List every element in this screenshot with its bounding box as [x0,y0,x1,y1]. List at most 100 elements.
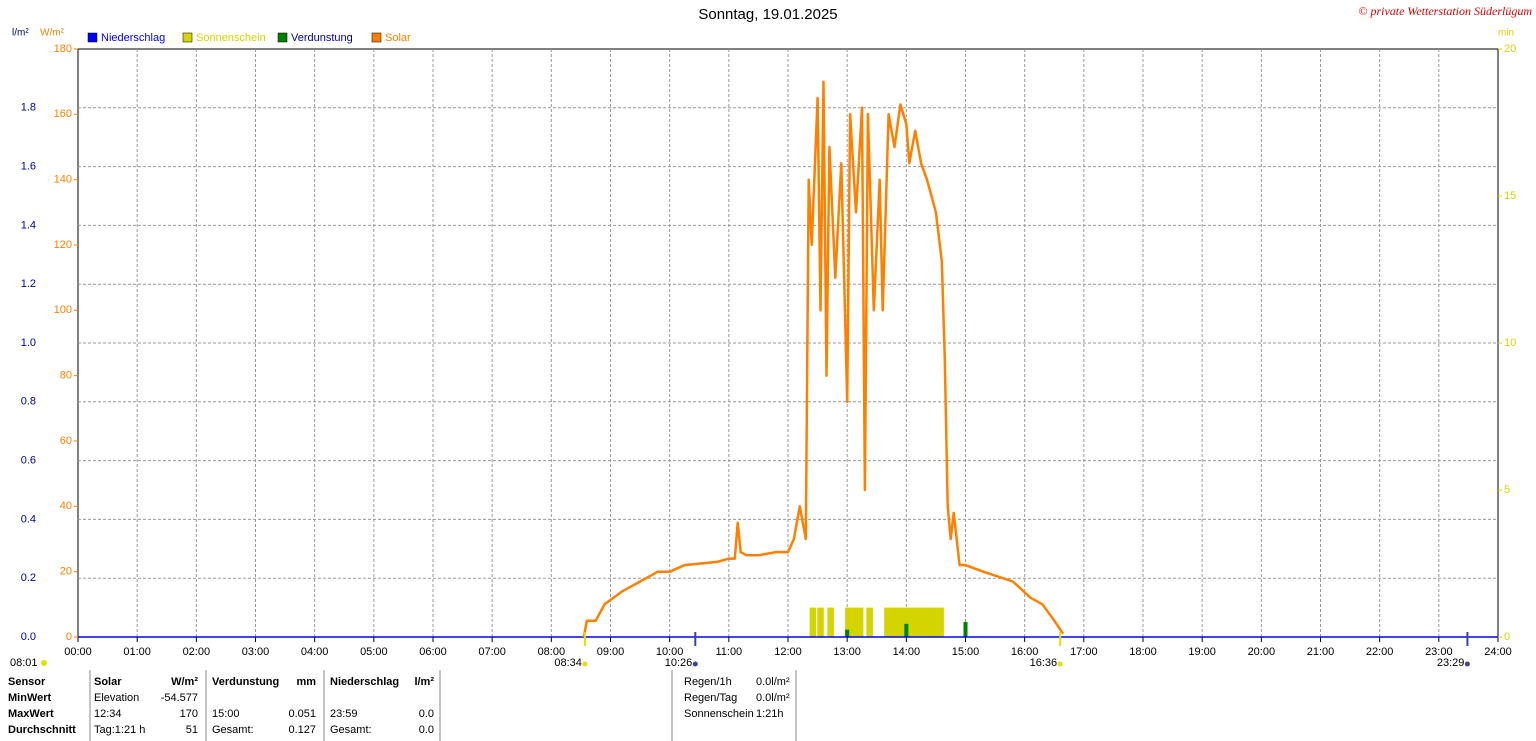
x-tick-label: 13:00 [833,646,861,658]
stats-cell: 0.127 [288,724,316,736]
y2-tick-label: 5 [1504,484,1510,496]
x-tick-label: 21:00 [1307,646,1335,658]
series-line [582,80,1065,638]
y-tick-label: 120 [54,239,72,251]
bar [907,607,915,637]
stats-cell: 23:59 [330,708,358,720]
axis-unit: l/m² [12,28,29,39]
event-label: 10:26 [665,657,693,669]
y-tick-label: 100 [54,304,72,316]
x-tick-label: 08:00 [538,646,566,658]
stats-cell: 0.0 [419,724,434,736]
event-dot [1057,661,1063,667]
stats-cell: Elevation [94,692,139,704]
bar [884,607,891,637]
y-tick-label: 0 [66,631,72,643]
bar [913,607,921,637]
bar [856,607,864,637]
y2-tick-label: 20 [1504,43,1516,55]
x-tick-label: 14:00 [893,646,921,658]
stats-cell: Sensor [8,676,46,688]
y3-tick-label: 1.2 [21,278,36,290]
y2-tick-label: 0 [1504,631,1510,643]
stats-cell: l/m² [414,676,434,688]
x-tick-label: 15:00 [952,646,980,658]
x-tick-label: 23:00 [1425,646,1453,658]
y3-tick-label: 0.6 [21,455,36,467]
x-tick-label: 24:00 [1484,646,1512,658]
stats-cell: 170 [180,708,198,720]
y2-tick-label: 10 [1504,337,1516,349]
legend-swatch [182,32,193,43]
stats-cell: -54.577 [161,692,198,704]
legend-label: Sonnenschein [196,32,266,44]
x-tick-label: 05:00 [360,646,388,658]
legend-label: Solar [385,32,411,44]
x-tick-label: 17:00 [1070,646,1098,658]
legend-label: Niederschlag [101,32,165,44]
legend-swatch [87,32,98,43]
y-tick-label: 40 [60,500,72,512]
bar [937,607,944,637]
bar [931,607,938,637]
chart-title: Sonntag, 19.01.2025 [698,6,837,23]
x-tick-label: 10:00 [656,646,684,658]
bar [963,622,968,637]
x-tick-label: 20:00 [1248,646,1276,658]
stats-cell: Verdunstung [212,676,279,688]
event-dot [582,661,588,667]
stats-cell: Durchschnitt [8,724,76,736]
y3-tick-label: 1.8 [21,102,36,114]
bar [919,607,927,637]
x-tick-label: 12:00 [774,646,802,658]
event-label: 08:34 [554,657,582,669]
x-tick-label: 18:00 [1129,646,1157,658]
y-tick-label: 80 [60,370,72,382]
stats-cell: Solar [94,676,122,688]
bar [851,607,858,637]
x-tick-label: 22:00 [1366,646,1394,658]
bar [866,607,873,637]
event-label: 23:29 [1437,657,1465,669]
x-tick-label: 01:00 [123,646,151,658]
event-label: 16:36 [1030,657,1058,669]
y3-tick-label: 0.8 [21,396,36,408]
bar [890,607,897,637]
y3-tick-label: 1.6 [21,161,36,173]
bar [817,607,824,637]
stats-cell: Tag:1:21 h [94,724,145,736]
axis-unit: W/m² [40,28,65,39]
y-tick-label: 180 [54,43,72,55]
x-tick-label: 06:00 [419,646,447,658]
x-tick-label: 09:00 [597,646,625,658]
x-tick-label: 02:00 [183,646,211,658]
summary-label: Sonnenschein [684,708,754,720]
x-tick-label: 00:00 [64,646,92,658]
legend-label: Verdunstung [291,32,353,44]
event-dot [1464,661,1470,667]
summary-value: 1:21h [756,708,784,720]
bar [901,607,909,637]
stats-cell: 0.051 [288,708,316,720]
left-note: 08:01 [10,657,38,669]
bar [845,629,850,637]
summary-value: 0.0l/m² [756,692,790,704]
summary-value: 0.0l/m² [756,676,790,688]
y3-tick-label: 0.0 [21,631,36,643]
y-tick-label: 160 [54,108,72,120]
stats-cell: MaxWert [8,708,54,720]
x-tick-label: 03:00 [242,646,270,658]
stats-cell: Gesamt: [212,724,254,736]
bar [895,607,903,637]
bar [925,607,933,637]
event-dot [692,661,698,667]
stats-cell: Niederschlag [330,676,399,688]
y2-tick-label: 15 [1504,190,1516,202]
x-tick-label: 07:00 [478,646,506,658]
summary-label: Regen/1h [684,676,732,688]
y-tick-label: 60 [60,435,72,447]
axis-unit: min [1498,28,1514,39]
stats-cell: 0.0 [419,708,434,720]
y-tick-label: 140 [54,174,72,186]
